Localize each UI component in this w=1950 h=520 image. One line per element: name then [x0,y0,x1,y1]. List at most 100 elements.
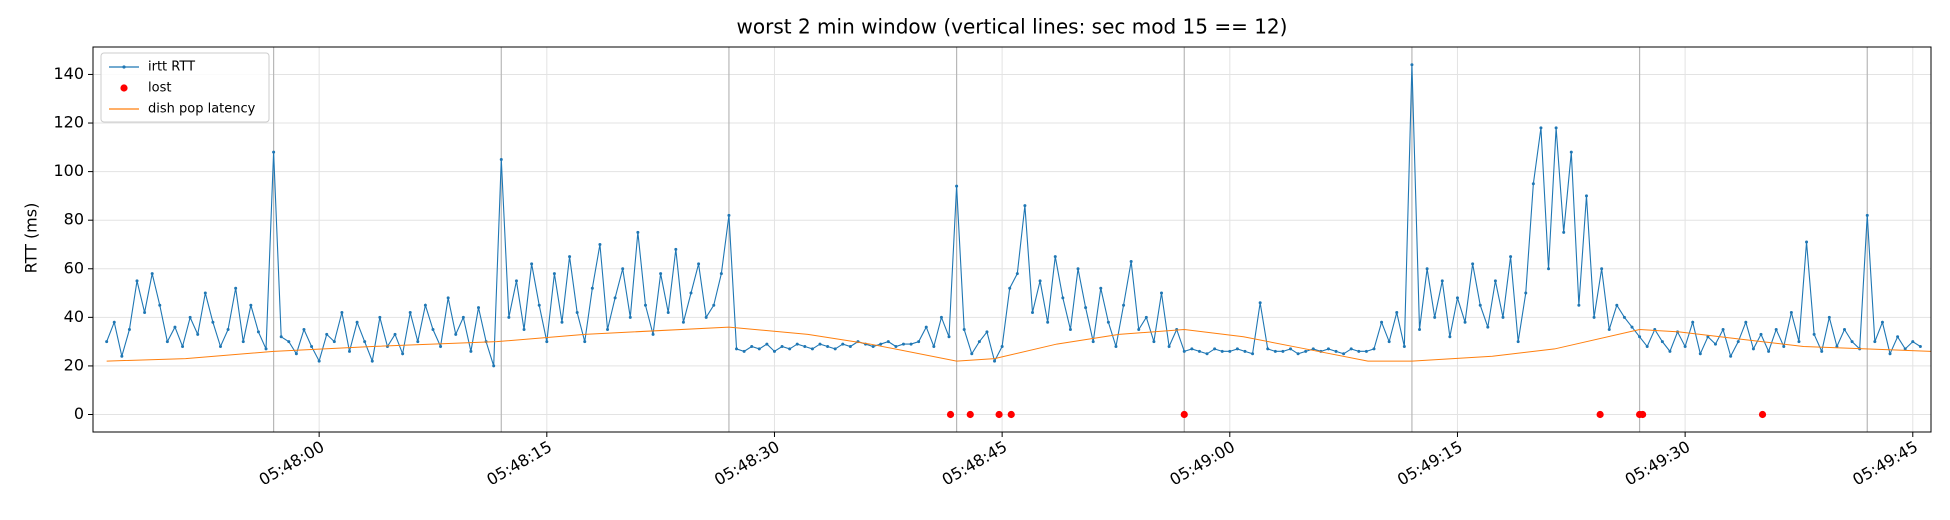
data-point [1630,325,1634,329]
data-point [1713,342,1717,346]
data-point [348,349,352,353]
data-point [947,335,951,339]
data-point [970,352,974,356]
data-point [1129,259,1133,263]
x-tick-label: 05:48:15 [483,437,555,489]
data-point [264,347,268,351]
data-point [1448,335,1452,339]
data-point [1076,267,1080,271]
data-point [1091,340,1095,344]
data-point [203,291,207,295]
data-point [1918,344,1922,348]
data-point [1668,349,1672,353]
data-point [1615,303,1619,307]
data-point [1197,349,1201,353]
series-line [106,64,1921,367]
y-tick-label: 80 [64,210,84,229]
data-point [1326,347,1330,351]
data-point [689,291,693,295]
data-point [1395,310,1399,314]
data-point [1440,279,1444,283]
x-tick-label: 05:49:00 [1166,437,1238,489]
data-point [1015,272,1019,276]
data-point [1827,315,1831,319]
data-point [287,340,291,344]
data-point [966,410,974,419]
x-tick-label: 05:48:00 [256,437,328,489]
data-point [1736,340,1740,344]
legend-swatch [120,84,128,92]
data-point [583,340,587,344]
data-point [917,340,921,344]
data-point [1554,126,1558,130]
data-point [1596,410,1604,419]
data-point [522,327,526,331]
data-point [1729,354,1733,358]
data-point [1410,63,1414,67]
data-point [674,247,678,251]
data-point [826,344,830,348]
data-point [1235,347,1239,351]
data-point [1896,335,1900,339]
data-point [507,315,511,319]
data-point [1030,310,1034,314]
data-point [310,344,314,348]
data-point [454,332,458,336]
data-point [613,296,617,300]
data-point [1486,325,1490,329]
plot-frame [92,46,1932,433]
data-point [772,349,776,353]
data-point [1812,332,1816,336]
data-point [1758,410,1767,419]
data-point [1038,279,1042,283]
data-point [1273,349,1277,353]
data-point [1706,335,1710,339]
data-point [1266,347,1270,351]
data-point [598,242,602,246]
data-point [1660,340,1664,344]
data-point [871,344,875,348]
data-point [332,340,336,344]
data-point [788,347,792,351]
data-point [1873,340,1877,344]
data-point [537,303,541,307]
data-point [1213,347,1217,351]
data-point [325,332,329,336]
data-point [393,332,397,336]
data-point [1228,349,1232,353]
data-point [932,344,936,348]
data-point [894,344,898,348]
data-point [234,286,238,290]
data-point [196,332,200,336]
data-point [1304,349,1308,353]
data-point [1721,327,1725,331]
data-point [279,335,283,339]
data-point [1053,255,1057,259]
data-point [1622,315,1626,319]
data-point [477,306,481,310]
data-point [302,327,306,331]
data-point [158,303,162,307]
legend-box [100,52,270,123]
data-point [355,320,359,324]
data-point [1251,352,1255,356]
data-point [803,344,807,348]
data-point [719,272,723,276]
data-point [955,184,959,188]
data-point [1592,315,1596,319]
chart-title: worst 2 min window (vertical lines: sec … [737,15,1288,39]
data-point [423,303,427,307]
data-point [1144,315,1148,319]
data-point [173,325,177,329]
data-point [1402,344,1406,348]
data-point [1342,352,1346,356]
data-point [651,332,655,336]
data-point [962,327,966,331]
data-point [659,272,663,276]
data-point [643,303,647,307]
data-point [841,342,845,346]
data-point [848,344,852,348]
data-point [1880,320,1884,324]
data-point [294,352,298,356]
